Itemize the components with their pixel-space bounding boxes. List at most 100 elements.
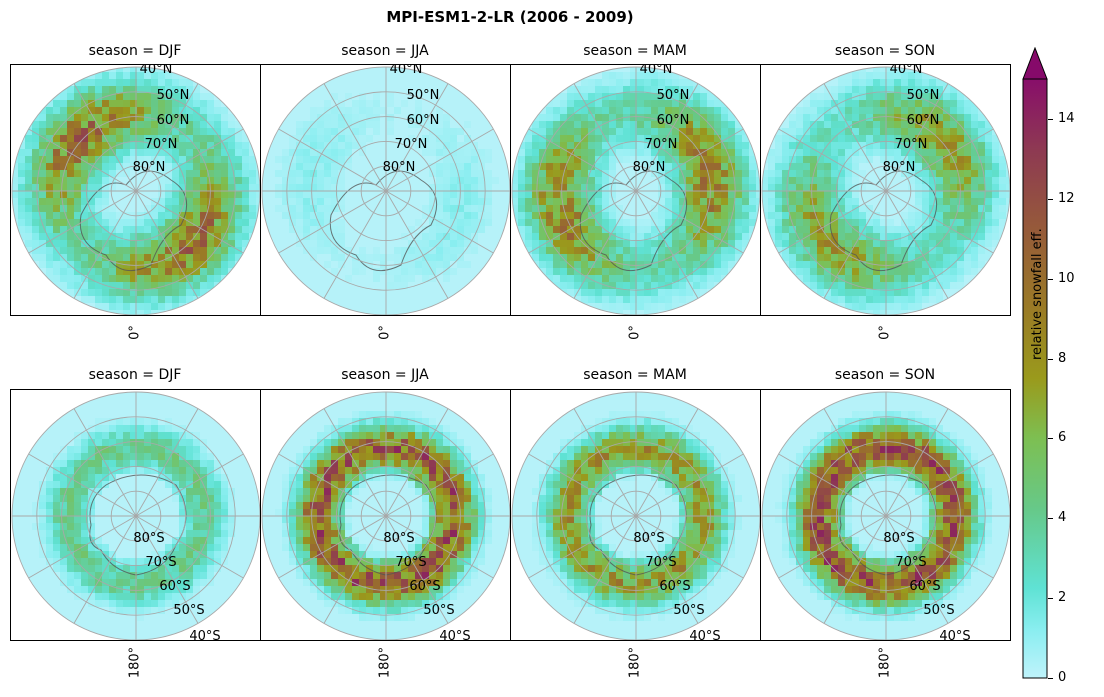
data-cell — [852, 114, 859, 121]
data-cell — [331, 170, 338, 177]
data-cell — [193, 467, 200, 474]
data-cell — [436, 579, 443, 586]
data-cell — [214, 184, 221, 191]
data-cell — [102, 72, 109, 79]
data-cell — [992, 240, 999, 247]
data-cell — [401, 233, 408, 240]
data-cell — [144, 418, 151, 425]
data-cell — [158, 453, 165, 460]
data-cell — [130, 114, 137, 121]
data-cell — [672, 296, 679, 303]
data-cell — [1006, 205, 1010, 212]
data-cell — [46, 275, 53, 282]
data-cell — [560, 439, 567, 446]
data-cell — [109, 226, 116, 233]
data-cell — [707, 240, 714, 247]
data-cell — [943, 226, 950, 233]
data-cell — [880, 142, 887, 149]
data-cell — [123, 149, 130, 156]
data-cell — [672, 425, 679, 432]
data-cell — [408, 121, 415, 128]
data-cell — [221, 191, 228, 198]
data-cell — [443, 191, 450, 198]
data-cell — [595, 418, 602, 425]
data-cell — [12, 163, 18, 170]
data-cell — [831, 128, 838, 135]
data-cell — [317, 467, 324, 474]
data-cell — [693, 107, 700, 114]
data-cell — [25, 212, 32, 219]
data-cell — [700, 177, 707, 184]
data-cell — [137, 460, 144, 467]
data-cell — [616, 121, 623, 128]
data-cell — [845, 296, 852, 303]
data-cell — [186, 247, 193, 254]
data-cell — [539, 474, 546, 481]
data-cell — [845, 121, 852, 128]
data-cell — [539, 121, 546, 128]
data-cell — [116, 446, 123, 453]
data-cell — [644, 289, 651, 296]
data-cell — [728, 107, 735, 114]
data-cell — [289, 149, 296, 156]
data-cell — [672, 128, 679, 135]
data-cell — [345, 107, 352, 114]
data-cell — [936, 289, 943, 296]
data-cell — [665, 86, 672, 93]
data-cell — [39, 191, 46, 198]
data-cell — [623, 247, 630, 254]
data-cell — [324, 600, 331, 607]
data-cell — [665, 135, 672, 142]
data-cell — [158, 254, 165, 261]
data-cell — [429, 551, 436, 558]
data-cell — [200, 128, 207, 135]
data-cell — [672, 303, 679, 310]
data-cell — [172, 93, 179, 100]
data-cell — [60, 446, 67, 453]
data-cell — [602, 261, 609, 268]
data-cell — [102, 191, 109, 198]
data-cell — [539, 226, 546, 233]
data-cell — [782, 233, 789, 240]
data-cell — [317, 107, 324, 114]
data-cell — [567, 191, 574, 198]
data-cell — [324, 579, 331, 586]
data-cell — [436, 177, 443, 184]
data-cell — [679, 177, 686, 184]
data-cell — [595, 495, 602, 502]
data-cell — [679, 198, 686, 205]
data-cell — [345, 156, 352, 163]
data-cell — [824, 219, 831, 226]
data-cell — [443, 121, 450, 128]
data-cell — [95, 149, 102, 156]
data-cell — [866, 86, 873, 93]
data-cell — [158, 114, 165, 121]
data-cell — [901, 226, 908, 233]
data-cell — [838, 254, 845, 261]
data-cell — [651, 296, 658, 303]
data-cell — [831, 282, 838, 289]
data-cell — [242, 149, 249, 156]
data-cell — [978, 128, 985, 135]
data-cell — [130, 121, 137, 128]
data-cell — [53, 135, 60, 142]
data-cell — [436, 261, 443, 268]
data-cell — [679, 467, 686, 474]
data-cell — [282, 544, 289, 551]
data-cell — [81, 439, 88, 446]
data-cell — [922, 289, 929, 296]
data-cell — [415, 460, 422, 467]
data-cell — [728, 502, 735, 509]
data-cell — [179, 453, 186, 460]
data-cell — [978, 219, 985, 226]
data-cell — [637, 446, 644, 453]
data-cell — [380, 446, 387, 453]
data-cell — [450, 163, 457, 170]
data-cell — [782, 184, 789, 191]
data-cell — [193, 460, 200, 467]
data-cell — [282, 198, 289, 205]
data-cell — [985, 205, 992, 212]
data-cell — [852, 275, 859, 282]
data-cell — [95, 303, 102, 310]
data-cell — [887, 247, 894, 254]
